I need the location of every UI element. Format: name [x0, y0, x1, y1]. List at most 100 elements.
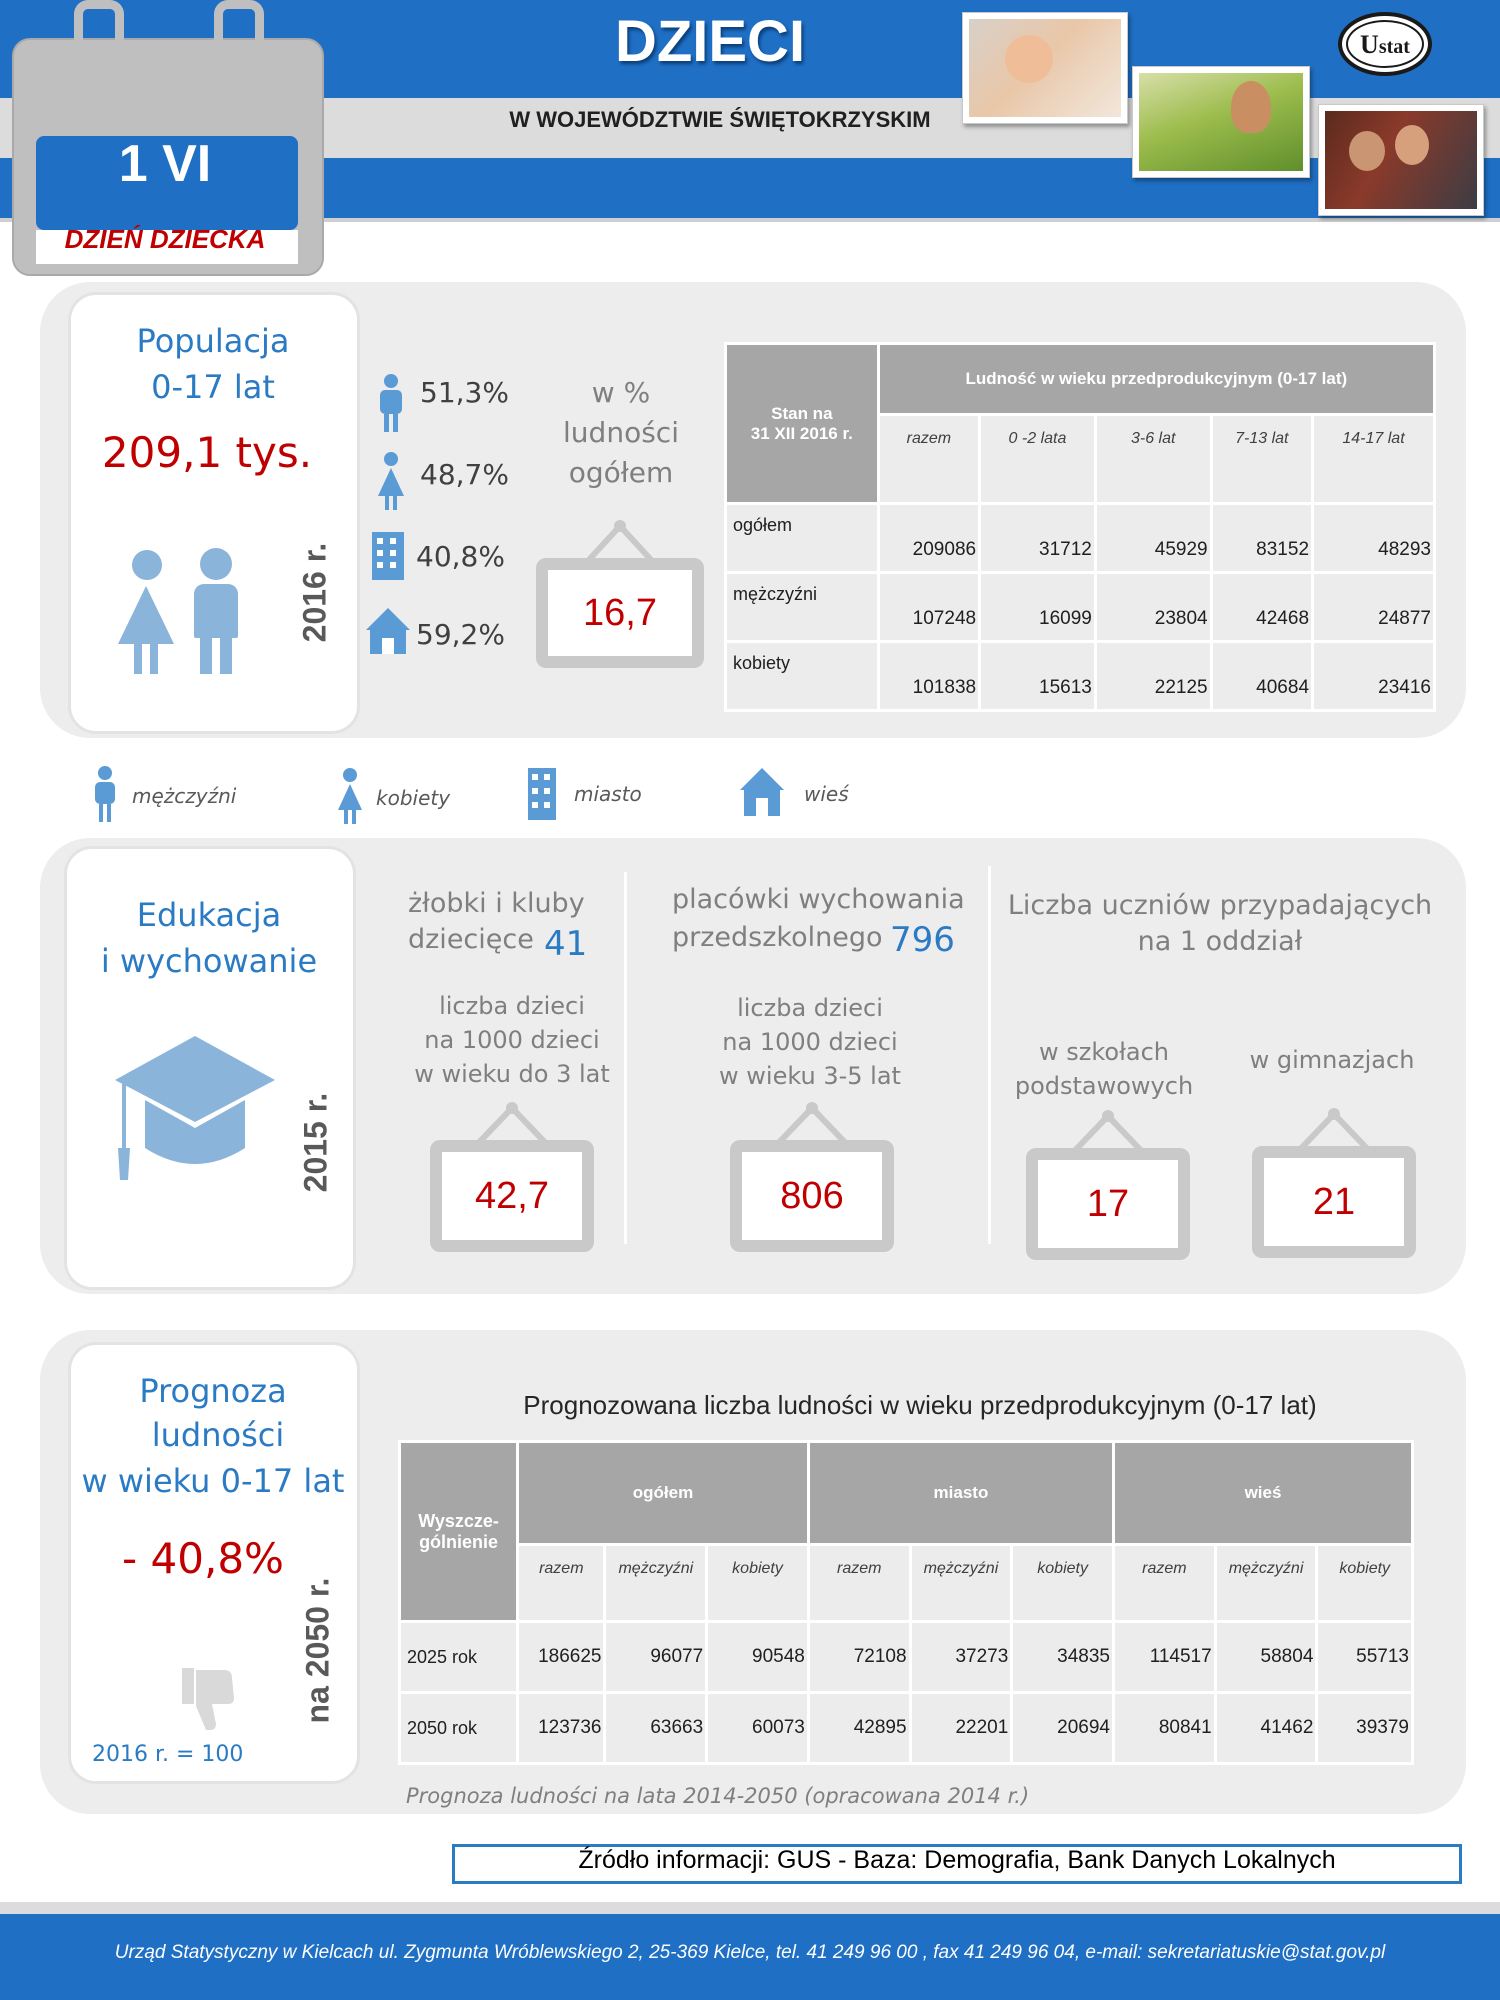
girl-figure-icon — [118, 550, 174, 674]
share-value: 16,7 — [536, 558, 704, 668]
population-year: 2016 r. — [296, 542, 333, 643]
share-label-3: ogółem — [568, 456, 674, 489]
legend-village-icon — [738, 768, 786, 818]
table-cell: 55713 — [1318, 1623, 1411, 1691]
city-small-icon — [372, 532, 404, 580]
forecast-group-header: miasto — [809, 1443, 1112, 1543]
forecast-col-header: mężczyźni — [911, 1546, 1011, 1620]
table-cell: 107248 — [879, 574, 979, 640]
forecast-title-3: w wieku 0-17 lat — [81, 1462, 345, 1500]
forecast-col-header: razem — [519, 1546, 604, 1620]
calendar-date: 1 VI — [118, 135, 212, 193]
share-frame: 16,7 — [536, 518, 704, 668]
table-cell: 22201 — [911, 1694, 1011, 1762]
population-table: Stan na 31 XII 2016 r. Ludność w wieku p… — [724, 342, 1436, 712]
footer-band — [0, 1902, 1500, 1914]
forecast-col-header: mężczyźni — [1216, 1546, 1316, 1620]
population-card — [68, 292, 360, 734]
population-col-header: 0 -2 lata — [981, 416, 1094, 502]
thumbs-down-icon — [178, 1664, 238, 1734]
preschool-ratio-value: 806 — [730, 1140, 894, 1252]
primary-label-2: podstawowych — [1014, 1072, 1194, 1100]
forecast-col-header: mężczyźni — [606, 1546, 706, 1620]
section-divider — [624, 872, 627, 1244]
forecast-title-2: ludności — [151, 1416, 285, 1454]
population-title-1: Populacja — [136, 322, 290, 360]
pupils-title-2: na 1 oddział — [1137, 926, 1303, 957]
table-cell: 90548 — [708, 1623, 807, 1691]
photo-boys-laptop — [1318, 104, 1484, 216]
table-cell: 16099 — [981, 574, 1094, 640]
table-cell: 58804 — [1216, 1623, 1316, 1691]
table-cell: 22125 — [1096, 643, 1210, 709]
row-label: mężczyźni — [727, 574, 877, 640]
legend-city-label: miasto — [574, 782, 642, 806]
forecast-card — [68, 1342, 360, 1784]
table-cell: 45929 — [1096, 505, 1210, 571]
population-table-corner-1: Stan na — [771, 403, 833, 423]
legend-city-icon — [528, 768, 556, 820]
primary-value: 17 — [1026, 1148, 1190, 1260]
table-cell: 48293 — [1314, 505, 1433, 571]
men-percent: 51,3% — [420, 376, 509, 409]
photo-girl-bubbles — [1132, 66, 1310, 178]
source-box — [452, 1844, 1462, 1884]
legend-men-label: mężczyźni — [132, 784, 237, 808]
women-percent: 48,7% — [420, 458, 509, 491]
table-cell: 123736 — [519, 1694, 604, 1762]
forecast-table: Wyszcze-gólnienie ogółem miasto wieś raz… — [398, 1440, 1414, 1765]
population-col-header: 7-13 lat — [1212, 416, 1312, 502]
forecast-change: - 40,8% — [122, 1534, 284, 1583]
population-total: 209,1 tys. — [101, 428, 313, 477]
source-text: Źródło informacji: GUS - Baza: Demografi… — [578, 1846, 1336, 1874]
nursery-label-1: żłobki i kluby — [408, 888, 585, 919]
forecast-group-header: wieś — [1114, 1443, 1411, 1543]
table-cell: 60073 — [708, 1694, 807, 1762]
row-label: 2025 rok — [401, 1623, 517, 1691]
preschool-ratio-1: liczba dzieci — [737, 994, 883, 1022]
table-cell: 186625 — [519, 1623, 604, 1691]
share-label-1: w % — [591, 376, 651, 409]
table-row: 2025 rok 186625 96077 90548 72108 37273 … — [401, 1623, 1411, 1691]
table-cell: 39379 — [1318, 1694, 1411, 1762]
men-small-icon — [378, 374, 404, 432]
forecast-table-corner: Wyszcze-gólnienie — [401, 1443, 517, 1620]
page-title: DZIECI — [614, 9, 806, 74]
forecast-col-header: razem — [1114, 1546, 1214, 1620]
primary-label-1: w szkołach — [1038, 1038, 1170, 1066]
table-cell: 34835 — [1013, 1623, 1112, 1691]
nursery-ratio-2: na 1000 dzieci — [424, 1026, 600, 1054]
table-cell: 209086 — [879, 505, 979, 571]
row-label: 2050 rok — [401, 1694, 517, 1762]
ustat-logo: Ustat — [1338, 12, 1432, 76]
nursery-ratio-value: 42,7 — [430, 1140, 594, 1252]
village-small-icon — [364, 608, 412, 656]
share-label-2: ludności — [563, 416, 679, 449]
table-cell: 83152 — [1212, 505, 1312, 571]
education-title-2: i wychowanie — [100, 942, 318, 980]
nursery-ratio-3: w wieku do 3 lat — [414, 1060, 610, 1088]
table-row: kobiety 101838 15613 22125 40684 23416 — [727, 643, 1433, 709]
table-cell: 101838 — [879, 643, 979, 709]
table-cell: 23416 — [1314, 643, 1433, 709]
forecast-source-note: Prognoza ludności na lata 2014-2050 (opr… — [406, 1784, 1030, 1808]
table-cell: 42468 — [1212, 574, 1312, 640]
row-label: kobiety — [727, 643, 877, 709]
photo-baby — [962, 12, 1128, 124]
village-percent: 59,2% — [416, 618, 505, 651]
section-divider — [988, 866, 991, 1244]
legend-women-label: kobiety — [376, 786, 451, 810]
forecast-col-header: kobiety — [1318, 1546, 1411, 1620]
gymnasium-frame: 21 — [1252, 1106, 1416, 1258]
nursery-label-2: dziecięce — [408, 924, 534, 955]
preschool-ratio-2: na 1000 dzieci — [722, 1028, 898, 1056]
forecast-group-header: ogółem — [519, 1443, 807, 1543]
preschool-ratio-frame: 806 — [730, 1100, 894, 1252]
page-subtitle: W WOJEWÓDZTWIE ŚWIĘTOKRZYSKIM — [509, 107, 931, 132]
table-cell: 41462 — [1216, 1694, 1316, 1762]
table-row: mężczyźni 107248 16099 23804 42468 24877 — [727, 574, 1433, 640]
graduation-cap-icon — [110, 1030, 280, 1180]
nursery-ratio-1: liczba dzieci — [439, 992, 585, 1020]
calendar-icon — [12, 38, 324, 276]
table-cell: 72108 — [809, 1623, 909, 1691]
